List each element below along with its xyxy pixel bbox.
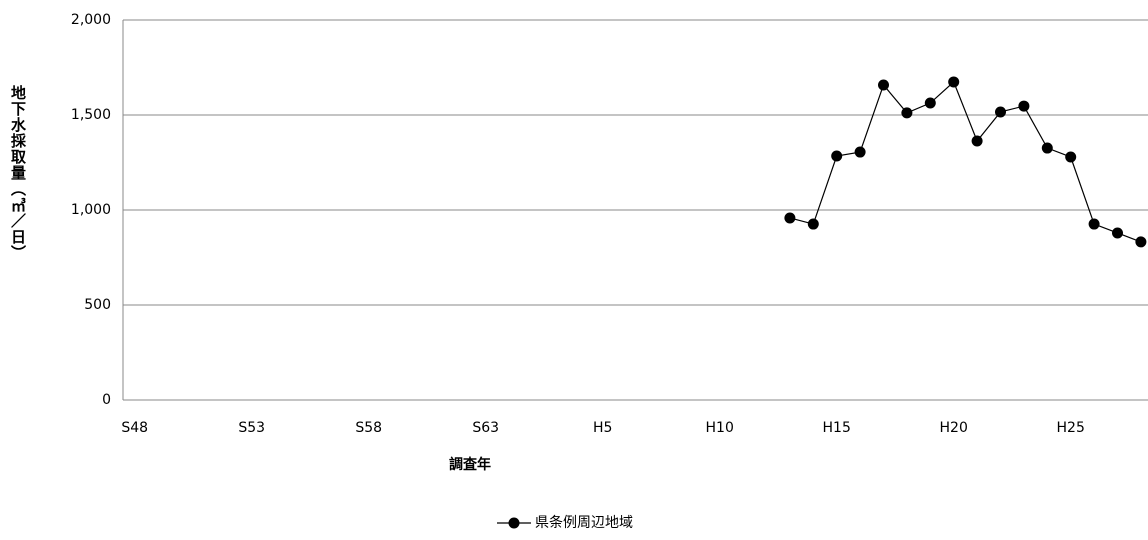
y-tick-label: 0 bbox=[102, 392, 111, 408]
data-point bbox=[971, 135, 983, 147]
data-point bbox=[948, 76, 960, 88]
data-point bbox=[1018, 100, 1030, 112]
y-tick-label: 2,000 bbox=[71, 12, 111, 28]
x-tick-label: H20 bbox=[940, 420, 968, 436]
data-point bbox=[1041, 142, 1053, 154]
x-tick-label: S48 bbox=[121, 420, 148, 436]
data-point bbox=[995, 106, 1006, 118]
x-tick-label: S53 bbox=[238, 420, 265, 436]
legend-marker bbox=[508, 517, 520, 529]
data-point bbox=[878, 79, 889, 91]
y-tick-label: 1,500 bbox=[71, 107, 111, 123]
series-line bbox=[789, 80, 1142, 243]
data-point bbox=[1112, 227, 1123, 239]
x-tick-label: H5 bbox=[593, 420, 612, 436]
data-point bbox=[924, 97, 936, 109]
y-tick-label: 500 bbox=[84, 297, 111, 313]
data-point bbox=[1135, 236, 1147, 248]
y-tick-label: 1,000 bbox=[71, 202, 111, 218]
x-tick-label: S58 bbox=[355, 420, 382, 436]
data-point bbox=[854, 146, 866, 158]
data-point bbox=[807, 218, 819, 230]
legend-label: 県条例周辺地域 bbox=[535, 514, 633, 531]
data-point bbox=[901, 107, 913, 119]
x-tick-label: H25 bbox=[1057, 420, 1085, 436]
x-tick-label: H15 bbox=[823, 420, 851, 436]
x-tick-label: H10 bbox=[706, 420, 734, 436]
data-point bbox=[831, 150, 843, 162]
y-axis-title: 地下水採取量（㎥／日） bbox=[9, 85, 27, 261]
x-tick-label: S63 bbox=[472, 420, 499, 436]
data-point bbox=[784, 212, 796, 224]
data-point bbox=[1088, 218, 1100, 230]
x-axis-title: 調査年 bbox=[449, 456, 491, 473]
data-point bbox=[1065, 151, 1077, 163]
